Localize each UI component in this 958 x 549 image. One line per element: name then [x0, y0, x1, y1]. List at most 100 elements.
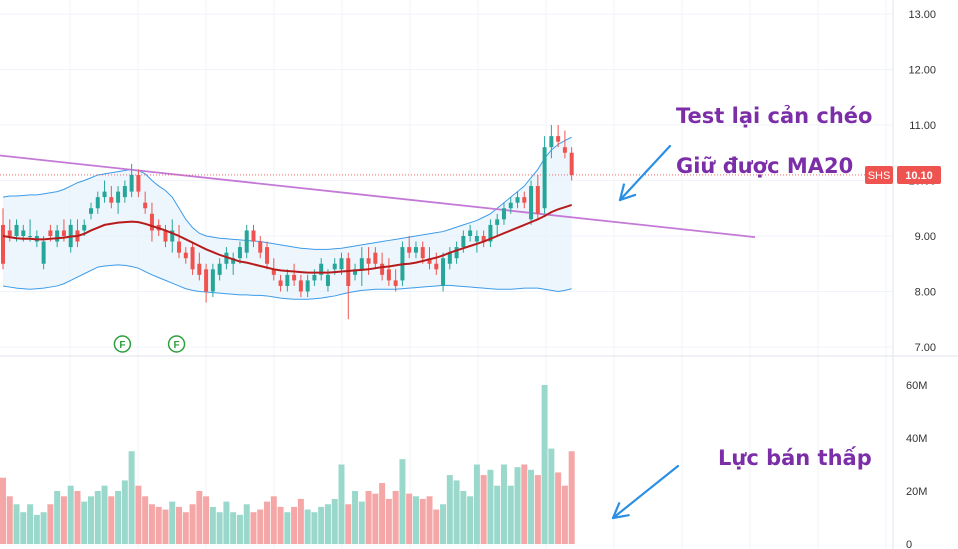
volume-bar: [534, 475, 541, 544]
candle-body: [122, 186, 127, 198]
trendline-resistance: [0, 154, 756, 239]
annotation-arrows: [611, 144, 680, 520]
volume-bar: [33, 514, 40, 544]
price-tick-label: 12.00: [908, 65, 936, 77]
volume-bar: [358, 501, 365, 544]
volume-bar: [507, 485, 514, 544]
arrow-resistance: [618, 144, 672, 202]
candle-body: [312, 274, 317, 281]
candle-body: [55, 230, 60, 242]
annotation-hold-ma20: Giữ được MA20: [676, 154, 854, 178]
volume-bar: [182, 512, 189, 544]
volume-bar: [142, 496, 149, 544]
volume-bar: [101, 485, 108, 544]
bollinger-upper: [2, 136, 572, 250]
candle-body: [549, 136, 554, 148]
candle-body: [190, 247, 195, 270]
volume-bar: [121, 480, 128, 544]
volume-bar: [331, 498, 338, 544]
volume-tick-label: 60M: [906, 380, 927, 392]
candle-body: [61, 230, 66, 236]
candle-body: [488, 224, 493, 242]
volume-bar: [521, 464, 528, 544]
candle-body: [237, 247, 242, 259]
candle-body: [251, 230, 256, 242]
volume-bar: [176, 506, 183, 544]
volume-bar: [291, 506, 298, 544]
candle-body: [366, 258, 371, 264]
candle-body: [258, 241, 263, 253]
volume-bars: [0, 385, 575, 544]
ma20: [2, 203, 572, 274]
candle-body: [1, 224, 5, 264]
candle-body: [515, 197, 520, 203]
candle-body: [353, 269, 358, 275]
candle-body: [102, 191, 107, 198]
volume-bar: [514, 467, 521, 544]
candle-body: [441, 258, 446, 286]
volume-tick-label: 20M: [906, 486, 927, 498]
volume-bar: [47, 504, 54, 544]
f-marker-circle: [167, 335, 186, 353]
volume-tick-label: 0: [906, 539, 912, 549]
volume-bar: [223, 501, 230, 544]
candle-body: [501, 208, 506, 220]
candle-body: [109, 197, 114, 203]
volume-bar: [460, 491, 467, 544]
f-marker-circle: [113, 335, 132, 353]
volume-bar: [74, 491, 81, 544]
volume-bar: [0, 477, 6, 544]
volume-bar: [561, 485, 568, 544]
volume-bar: [399, 459, 406, 544]
candle-body: [204, 269, 209, 292]
candle-body: [522, 197, 527, 203]
volume-bar: [230, 512, 237, 544]
candle-body: [569, 152, 574, 175]
volume-bar: [257, 509, 264, 544]
candle-body: [89, 208, 94, 214]
volume-bar: [372, 493, 379, 544]
candle-body: [481, 236, 486, 242]
arrow-volume: [611, 464, 680, 520]
candle-body: [82, 224, 87, 231]
candle-body: [474, 236, 479, 242]
volume-bar: [352, 491, 359, 544]
candle-body: [41, 241, 46, 264]
f-marker-label: F: [119, 340, 125, 351]
volume-bar: [548, 448, 555, 544]
price-axis[interactable]: 13.0012.0011.0010.009.008.007.0060M40M20…: [865, 9, 941, 549]
volume-bar: [412, 496, 419, 544]
candle-body: [149, 213, 154, 231]
volume-bar: [487, 469, 494, 544]
volume-bar: [473, 464, 480, 544]
candle-body: [265, 247, 270, 264]
candle-body: [556, 136, 561, 142]
volume-bar: [304, 509, 311, 544]
price-tick-label: 7.00: [915, 342, 936, 354]
volume-bar: [385, 498, 392, 544]
candle-body: [48, 230, 53, 236]
volume-bar: [440, 504, 447, 544]
volume-bar: [196, 491, 203, 544]
volume-bar: [20, 512, 27, 544]
candle-body: [28, 236, 33, 237]
bollinger-lower: [2, 264, 572, 300]
candle-body: [413, 247, 418, 253]
volume-bar: [433, 509, 440, 544]
volume-bar: [250, 512, 257, 544]
candle-body: [427, 258, 432, 264]
candle-body: [373, 252, 378, 264]
candle-body: [468, 230, 473, 236]
candle-body: [177, 241, 182, 253]
candle-body: [508, 202, 513, 209]
candle-body: [217, 263, 222, 275]
candle-body: [535, 186, 540, 214]
candle-body: [271, 269, 276, 275]
volume-bar: [453, 480, 460, 544]
price-tick-label: 9.00: [915, 231, 936, 243]
candle-body: [380, 263, 385, 275]
volume-bar: [81, 501, 88, 544]
candle-body: [562, 147, 567, 153]
